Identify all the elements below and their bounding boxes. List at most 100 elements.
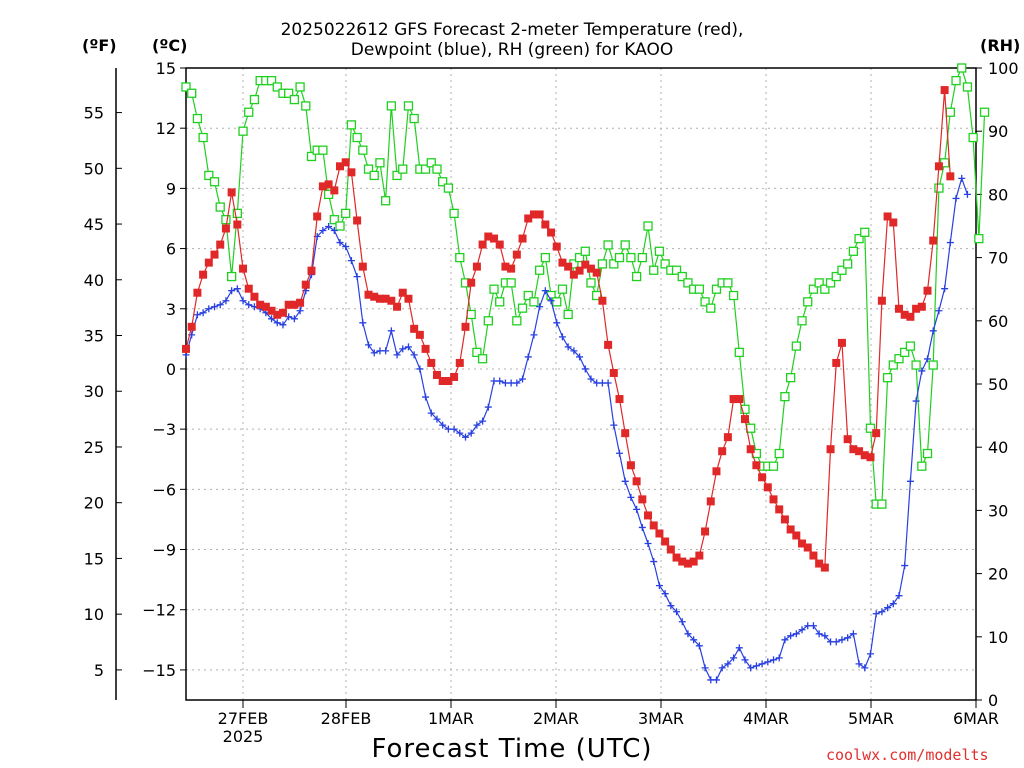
dewpoint-point bbox=[564, 343, 572, 351]
dewpoint-point bbox=[433, 415, 441, 423]
dewpoint-point bbox=[530, 331, 538, 339]
dewpoint-point bbox=[638, 523, 646, 531]
temperature-point bbox=[461, 322, 470, 331]
temperature-point bbox=[598, 296, 607, 305]
rh-tick-label: 60 bbox=[988, 312, 1008, 331]
temperature-point bbox=[358, 262, 367, 271]
rh-point bbox=[803, 297, 813, 307]
temperature-point bbox=[278, 308, 287, 317]
temperature-point bbox=[427, 358, 436, 367]
plot-frame bbox=[185, 67, 977, 701]
rh-point bbox=[341, 208, 351, 219]
temperature-point bbox=[769, 495, 778, 504]
temperature-point bbox=[507, 264, 516, 273]
dewpoint-point bbox=[752, 662, 760, 670]
dewpoint-point bbox=[347, 257, 355, 265]
rh-point bbox=[517, 303, 528, 313]
rh-point bbox=[489, 284, 499, 294]
temperature-point bbox=[324, 180, 333, 189]
dewpoint-point bbox=[918, 367, 926, 375]
temperature-point bbox=[746, 445, 755, 454]
temperature-point bbox=[393, 302, 402, 311]
fahrenheit-tick-label: 30 bbox=[84, 382, 104, 401]
dewpoint-point bbox=[330, 227, 338, 235]
dewpoint-point bbox=[855, 660, 863, 668]
temperature-point bbox=[267, 306, 276, 315]
rh-point bbox=[637, 252, 647, 263]
rh-point bbox=[620, 240, 630, 250]
rh-point bbox=[974, 233, 984, 244]
fahrenheit-tick-label: 15 bbox=[84, 549, 104, 568]
dewpoint-point bbox=[775, 654, 783, 662]
x-tick-label: 5MAR bbox=[848, 709, 894, 728]
temperature-point bbox=[780, 515, 789, 524]
temperature-point bbox=[626, 461, 635, 470]
rh-point bbox=[563, 309, 573, 320]
temperature-point bbox=[929, 236, 938, 245]
dewpoint-point bbox=[941, 285, 949, 293]
temperature-point bbox=[723, 433, 732, 442]
rh-point bbox=[512, 316, 522, 326]
temperature-point bbox=[917, 302, 926, 311]
fahrenheit-tick-label: 50 bbox=[84, 159, 104, 178]
rh-point bbox=[352, 132, 362, 143]
rh-point bbox=[660, 259, 670, 269]
dewpoint-point bbox=[427, 409, 435, 417]
temperature-point bbox=[313, 212, 322, 221]
temperature-point bbox=[421, 344, 430, 353]
temperature-point bbox=[210, 250, 219, 259]
chart-title-line1: 2025022612 GFS Forecast 2-meter Temperat… bbox=[280, 20, 744, 40]
rh-point bbox=[215, 202, 225, 212]
dewpoint-point bbox=[216, 301, 224, 309]
dewpoint-point bbox=[205, 305, 213, 313]
temperature-point bbox=[837, 338, 846, 347]
dewpoint-point bbox=[718, 664, 726, 672]
temperature-point bbox=[199, 270, 208, 279]
dewpoint-point bbox=[604, 379, 612, 387]
dewpoint-point bbox=[541, 287, 549, 295]
temperature-point bbox=[621, 429, 630, 438]
dewpoint-point bbox=[661, 590, 669, 598]
rh-point bbox=[825, 278, 836, 288]
fahrenheit-tick-label: 5 bbox=[94, 661, 104, 680]
rh-point bbox=[187, 88, 197, 98]
rh-point bbox=[266, 75, 277, 86]
temperature-point bbox=[758, 473, 767, 482]
rh-tick-label: 20 bbox=[988, 565, 1008, 584]
rh-point bbox=[746, 423, 756, 433]
temperature-point bbox=[535, 210, 544, 219]
fahrenheit-tick-label: 45 bbox=[84, 215, 104, 234]
rh-point bbox=[609, 259, 619, 269]
temperature-point bbox=[798, 539, 807, 548]
temperature-point bbox=[472, 262, 481, 271]
dewpoint-point bbox=[935, 307, 943, 315]
rh-point bbox=[580, 246, 590, 256]
temperature-point bbox=[906, 312, 915, 321]
dewpoint-point bbox=[929, 327, 937, 335]
rh-point bbox=[683, 278, 693, 288]
temperature-point bbox=[455, 358, 464, 367]
rh-point bbox=[557, 284, 568, 294]
rh-point bbox=[244, 107, 254, 117]
x-tick-label: 1MAR bbox=[428, 709, 474, 728]
rh-point bbox=[968, 132, 978, 143]
dewpoint-point bbox=[467, 429, 475, 437]
dewpoint-point bbox=[730, 654, 738, 662]
rh-point bbox=[272, 82, 282, 92]
temperature-point bbox=[809, 551, 818, 560]
celsius-tick-label: −9 bbox=[152, 541, 176, 560]
rh-point bbox=[911, 360, 921, 370]
rh-point bbox=[734, 347, 744, 358]
dewpoint-point bbox=[844, 634, 852, 642]
dewpoint-point bbox=[570, 347, 578, 355]
temperature-point bbox=[689, 557, 698, 566]
dewpoint-point bbox=[359, 319, 367, 327]
dewpoint-point bbox=[815, 630, 823, 638]
dewpoint-point bbox=[439, 421, 447, 429]
dewpoint-point bbox=[245, 301, 253, 309]
rh-point bbox=[711, 284, 722, 294]
dewpoint-point bbox=[399, 345, 407, 353]
x-tick-label: 27FEB bbox=[218, 709, 269, 728]
celsius-tick-label: 12 bbox=[156, 119, 176, 138]
